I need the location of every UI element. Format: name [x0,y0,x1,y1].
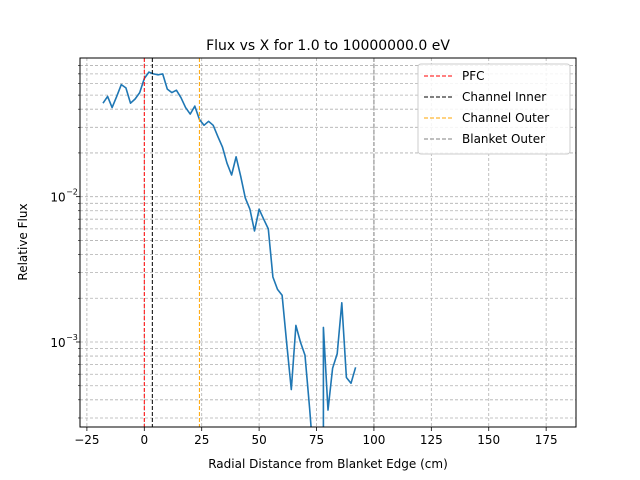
x-tick-label: 100 [362,433,385,447]
y-tick-label: 10 [50,336,65,350]
plot-area-frame [79,57,577,428]
x-tick-label: 50 [251,433,266,447]
x-tick-label: 150 [477,433,500,447]
x-tick-label: 75 [309,433,324,447]
x-tick-label: 0 [140,433,148,447]
x-axis-label: Radial Distance from Blanket Edge (cm) [208,457,448,471]
grid-lines [80,58,576,427]
y-axis-label: Relative Flux [16,203,30,280]
chart-title: Flux vs X for 1.0 to 10000000.0 eV [206,38,450,54]
legend-box [417,63,571,155]
data-line-layer [102,71,357,427]
legend-label: Channel Outer [462,111,549,125]
x-tick-label: 25 [194,433,209,447]
x-tick-label: 175 [535,433,558,447]
legend-label: PFC [462,69,485,83]
x-tick-label: 125 [420,433,443,447]
y-tick-label: 10 [50,191,65,205]
y-tick-exponent: −3 [66,333,78,342]
flux-series-line [322,301,357,427]
legend: PFC Channel Inner Channel Outer Blanket Out… [417,63,571,155]
reference-lines [143,58,375,427]
y-tick-exponent: −2 [66,188,78,197]
x-tick-label: −25 [74,433,99,447]
legend-label: Blanket Outer [462,132,545,146]
legend-label: Channel Inner [462,90,546,104]
flux-series-line [102,71,312,427]
